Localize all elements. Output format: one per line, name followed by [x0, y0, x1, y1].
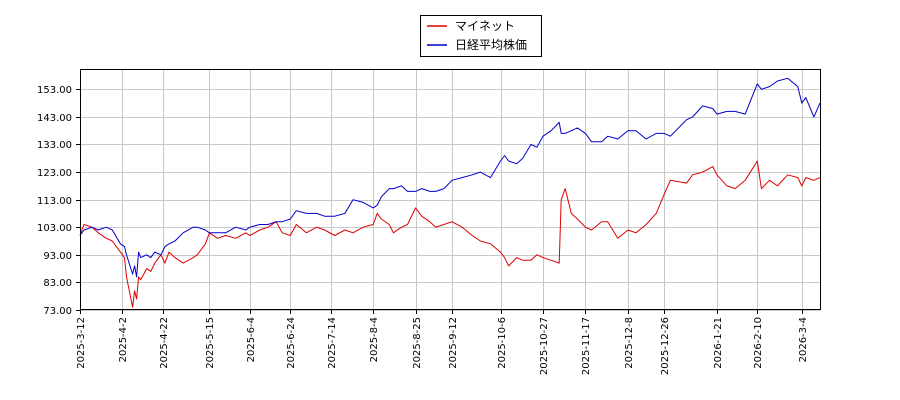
grid-lines [80, 70, 820, 311]
legend: マイネット 日経平均株価 [420, 15, 542, 57]
y-tick-label: 113.00 [37, 196, 72, 207]
y-axis-ticks: 73.00 83.00 93.00 103.00 113.00 123.00 133.00 1… [37, 85, 80, 317]
x-tick-label: 2026-3-4 [798, 317, 809, 362]
x-tick-label: 2025-3-12 [76, 317, 87, 369]
series-line-0 [79, 160, 821, 308]
x-tick-label: 2025-8-4 [369, 317, 380, 362]
y-tick-label: 143.00 [37, 113, 72, 124]
x-tick-label: 2026-1-21 [713, 317, 724, 369]
y-tick-label: 123.00 [37, 168, 72, 179]
y-tick-label: 103.00 [37, 223, 72, 234]
series-lines [79, 77, 821, 308]
x-tick-label: 2025-5-15 [205, 317, 216, 369]
x-tick-label: 2025-6-4 [246, 317, 257, 362]
x-tick-label: 2025-10-6 [497, 317, 508, 369]
x-tick-label: 2026-2-10 [753, 317, 764, 369]
legend-box [420, 15, 542, 57]
series-line-1 [79, 77, 821, 278]
legend-label-0: マイネット [455, 19, 515, 33]
x-tick-label: 2025-11-17 [581, 317, 592, 375]
x-tick-label: 2025-9-12 [448, 317, 459, 369]
y-tick-label: 83.00 [43, 278, 72, 289]
plot-frame [80, 69, 821, 310]
y-tick-label: 93.00 [43, 251, 72, 262]
x-tick-label: 2025-12-26 [660, 317, 671, 375]
x-tick-label: 2025-7-14 [327, 317, 338, 369]
x-tick-label: 2025-4-2 [118, 317, 129, 362]
y-tick-label: 133.00 [37, 140, 72, 151]
x-tick-label: 2025-4-22 [159, 317, 170, 369]
x-axis-ticks: 2025-3-12 2025-4-2 2025-4-22 2025-5-15 2025-… [76, 310, 809, 375]
y-tick-label: 153.00 [37, 85, 72, 96]
y-tick-label: 73.00 [43, 306, 72, 317]
x-tick-label: 2025-6-24 [286, 317, 297, 369]
legend-label-1: 日経平均株価 [455, 37, 527, 52]
x-tick-label: 2025-12-8 [624, 317, 635, 369]
x-tick-label: 2025-10-27 [539, 317, 550, 375]
x-tick-label: 2025-8-25 [412, 317, 423, 369]
